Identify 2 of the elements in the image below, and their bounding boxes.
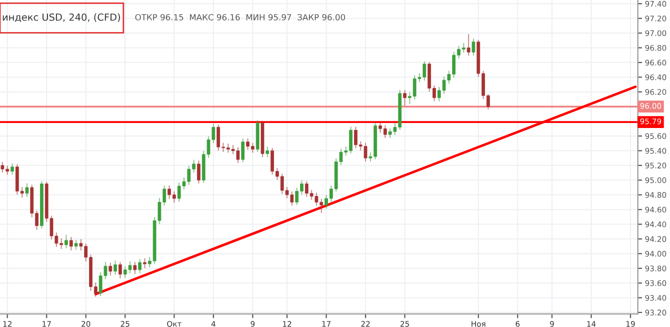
text: индекс USD, 240, (CFD) xyxy=(2,13,120,22)
annotation: ОТКР 96.15 МАКС 96.16 МИН 95.97 ЗАКР 96.00 xyxy=(135,14,346,20)
